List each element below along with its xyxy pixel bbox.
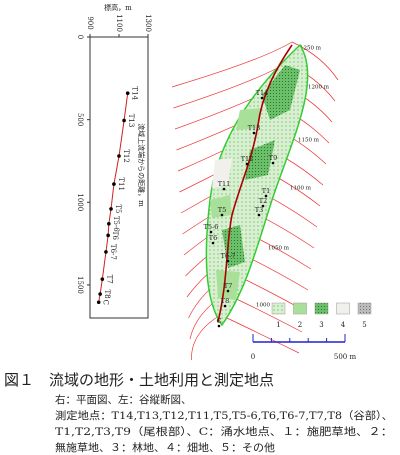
- contour: [189, 293, 303, 340]
- station-label: T14: [256, 89, 269, 97]
- x-tick-label: 1300: [144, 14, 152, 32]
- point-label: T12: [122, 149, 130, 163]
- point: [100, 277, 105, 281]
- x-tick-label: 1100: [115, 14, 123, 32]
- point-label: T8: [103, 289, 111, 298]
- legend-swatch: [336, 302, 350, 315]
- contour-label: 1050 m: [268, 246, 290, 252]
- y-tick-label: 1500: [76, 276, 84, 294]
- legend-swatch: [314, 302, 329, 315]
- legend-label: 2: [298, 321, 302, 329]
- contour-label: 1000 m: [256, 303, 278, 309]
- point: [107, 221, 111, 226]
- caption: 図１ 流域の地形・土地利用と測定地点 右：平面図、左：谷縦断図、測定地点：T14…: [4, 371, 393, 454]
- caption-line: 右：平面図、左：谷縦断図、: [55, 393, 192, 406]
- station-label: T2: [259, 197, 267, 205]
- station-label: T6-7: [221, 252, 236, 260]
- contour-label: 1150 m: [298, 138, 320, 144]
- point: [125, 91, 130, 95]
- station: [226, 259, 230, 263]
- station-label: T6: [209, 234, 217, 242]
- point-label: T7: [105, 275, 113, 284]
- stream: [217, 44, 293, 323]
- legend-swatch: [293, 302, 307, 315]
- station-label: T5-6: [204, 223, 219, 231]
- point: [104, 250, 108, 254]
- station: [222, 187, 226, 191]
- contour-label: 1100 m: [290, 186, 312, 192]
- point: [112, 182, 116, 186]
- station: [245, 162, 249, 166]
- contour: [171, 41, 339, 88]
- point-label: T14: [131, 86, 139, 100]
- point: [96, 300, 101, 305]
- profile-line: [98, 93, 129, 303]
- station: [226, 289, 230, 293]
- station: [264, 194, 268, 198]
- caption-line: 無施草地、３：林地、４：畑地、５：その他: [55, 441, 276, 454]
- point-label: T6-7: [109, 244, 117, 260]
- station: [217, 324, 221, 328]
- station: [257, 213, 261, 217]
- station-label: T8: [221, 297, 229, 305]
- station: [271, 161, 275, 165]
- station: [260, 96, 264, 100]
- station-label: C: [217, 317, 222, 325]
- point: [98, 292, 102, 296]
- point-label: C: [102, 300, 110, 305]
- y-tick-label: 0: [76, 35, 84, 39]
- contour-label: 1200 m: [308, 85, 330, 91]
- x-tick-label: 900: [86, 16, 94, 29]
- y-tick-label: 500: [76, 113, 84, 126]
- station: [252, 131, 256, 135]
- station-label: T1: [262, 187, 270, 195]
- station-label: T13: [248, 124, 261, 132]
- caption-title: 図１ 流域の地形・土地利用と測定地点: [4, 371, 274, 389]
- station-label: T9: [269, 154, 277, 162]
- point-label: T13: [127, 114, 135, 128]
- station-label: T3: [255, 206, 263, 214]
- legend-label: 3: [319, 321, 323, 329]
- caption-line: 測定地点：T14,T13,T12,T11,T5,T5-6,T6,T6-7,T7,…: [55, 409, 393, 422]
- station-label: T5: [218, 206, 226, 214]
- point: [122, 118, 126, 123]
- caption-line: T1,T2,T3,T9（尾根部）、C：涌水地点、１：施肥草地、２：: [55, 425, 393, 438]
- legend-label: 4: [341, 321, 346, 329]
- scale-label: 0: [251, 353, 255, 361]
- station-label: T12: [241, 155, 254, 163]
- station: [261, 204, 265, 208]
- contour: [188, 272, 306, 319]
- station: [211, 241, 215, 245]
- field-patch: [212, 158, 232, 188]
- profile-chart: 標高，m 流域上流端からの距離，m 900 1100 1300 0 500 1000 150…: [76, 3, 152, 319]
- point-label: T6: [111, 231, 119, 241]
- point: [117, 154, 121, 158]
- y-axis-title: 流域上流端からの距離，m: [137, 123, 146, 207]
- station-label: T11: [218, 180, 231, 188]
- point-label: T5-6: [112, 216, 120, 232]
- forest-patch: [222, 65, 300, 268]
- y-tick-label: 1000: [76, 193, 84, 211]
- scale-label: 500 m: [334, 353, 357, 361]
- point: [109, 207, 113, 211]
- legend-swatch: [271, 302, 286, 315]
- contour-label: 1250 m: [300, 46, 322, 52]
- point-label: T5: [114, 204, 122, 213]
- station: [209, 230, 213, 234]
- legend-label: 1: [276, 321, 280, 329]
- station-label: T7: [224, 282, 232, 290]
- legend-label: 5: [362, 321, 366, 329]
- point: [106, 233, 110, 238]
- station: [223, 304, 227, 308]
- point-label: T11: [117, 177, 125, 191]
- x-axis-title: 標高，m: [104, 3, 132, 12]
- legend-swatch: [357, 302, 372, 315]
- station: [220, 213, 224, 217]
